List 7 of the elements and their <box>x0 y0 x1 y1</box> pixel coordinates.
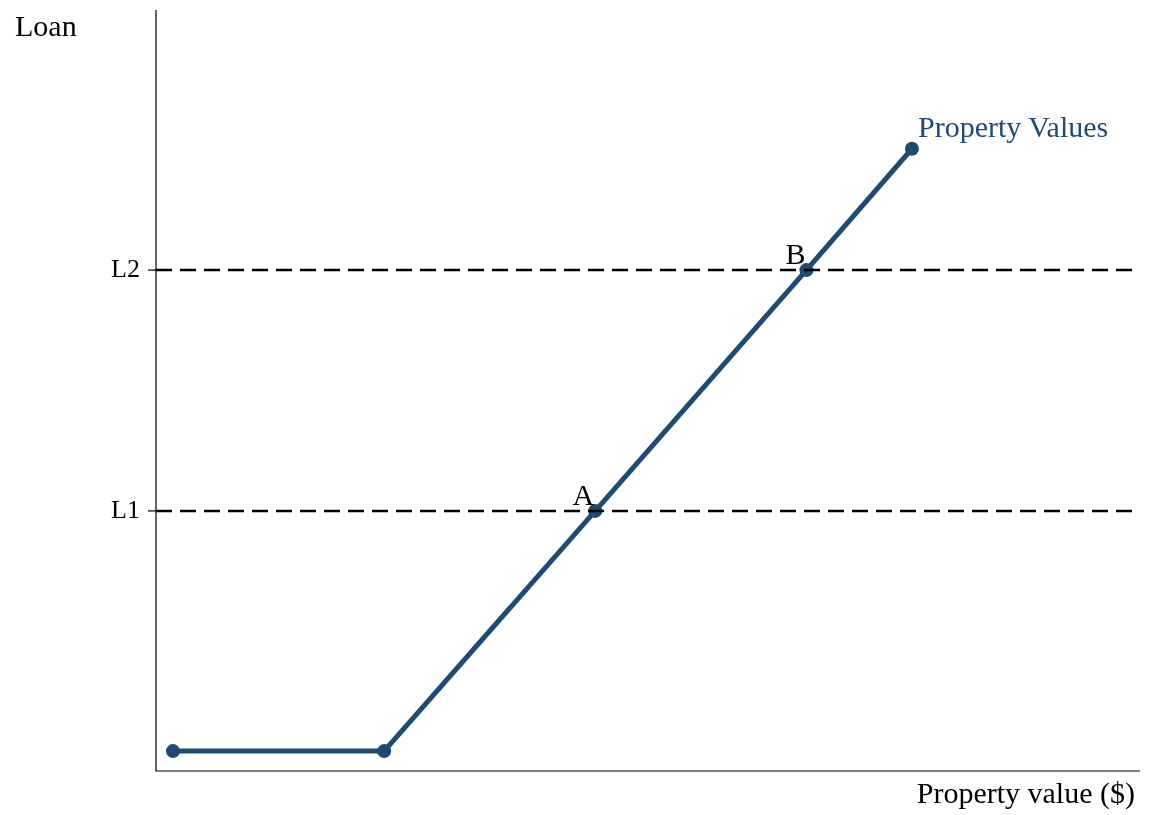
series-label: Property Values <box>917 109 1109 143</box>
ref-line-label: L1 <box>111 494 140 524</box>
x-axis-title: Property value ($) <box>916 776 1135 810</box>
annotation: A <box>572 477 595 511</box>
ref-line-label: L2 <box>111 253 140 283</box>
annotation: B <box>785 237 806 271</box>
y-axis-title: Loan <box>15 9 77 42</box>
